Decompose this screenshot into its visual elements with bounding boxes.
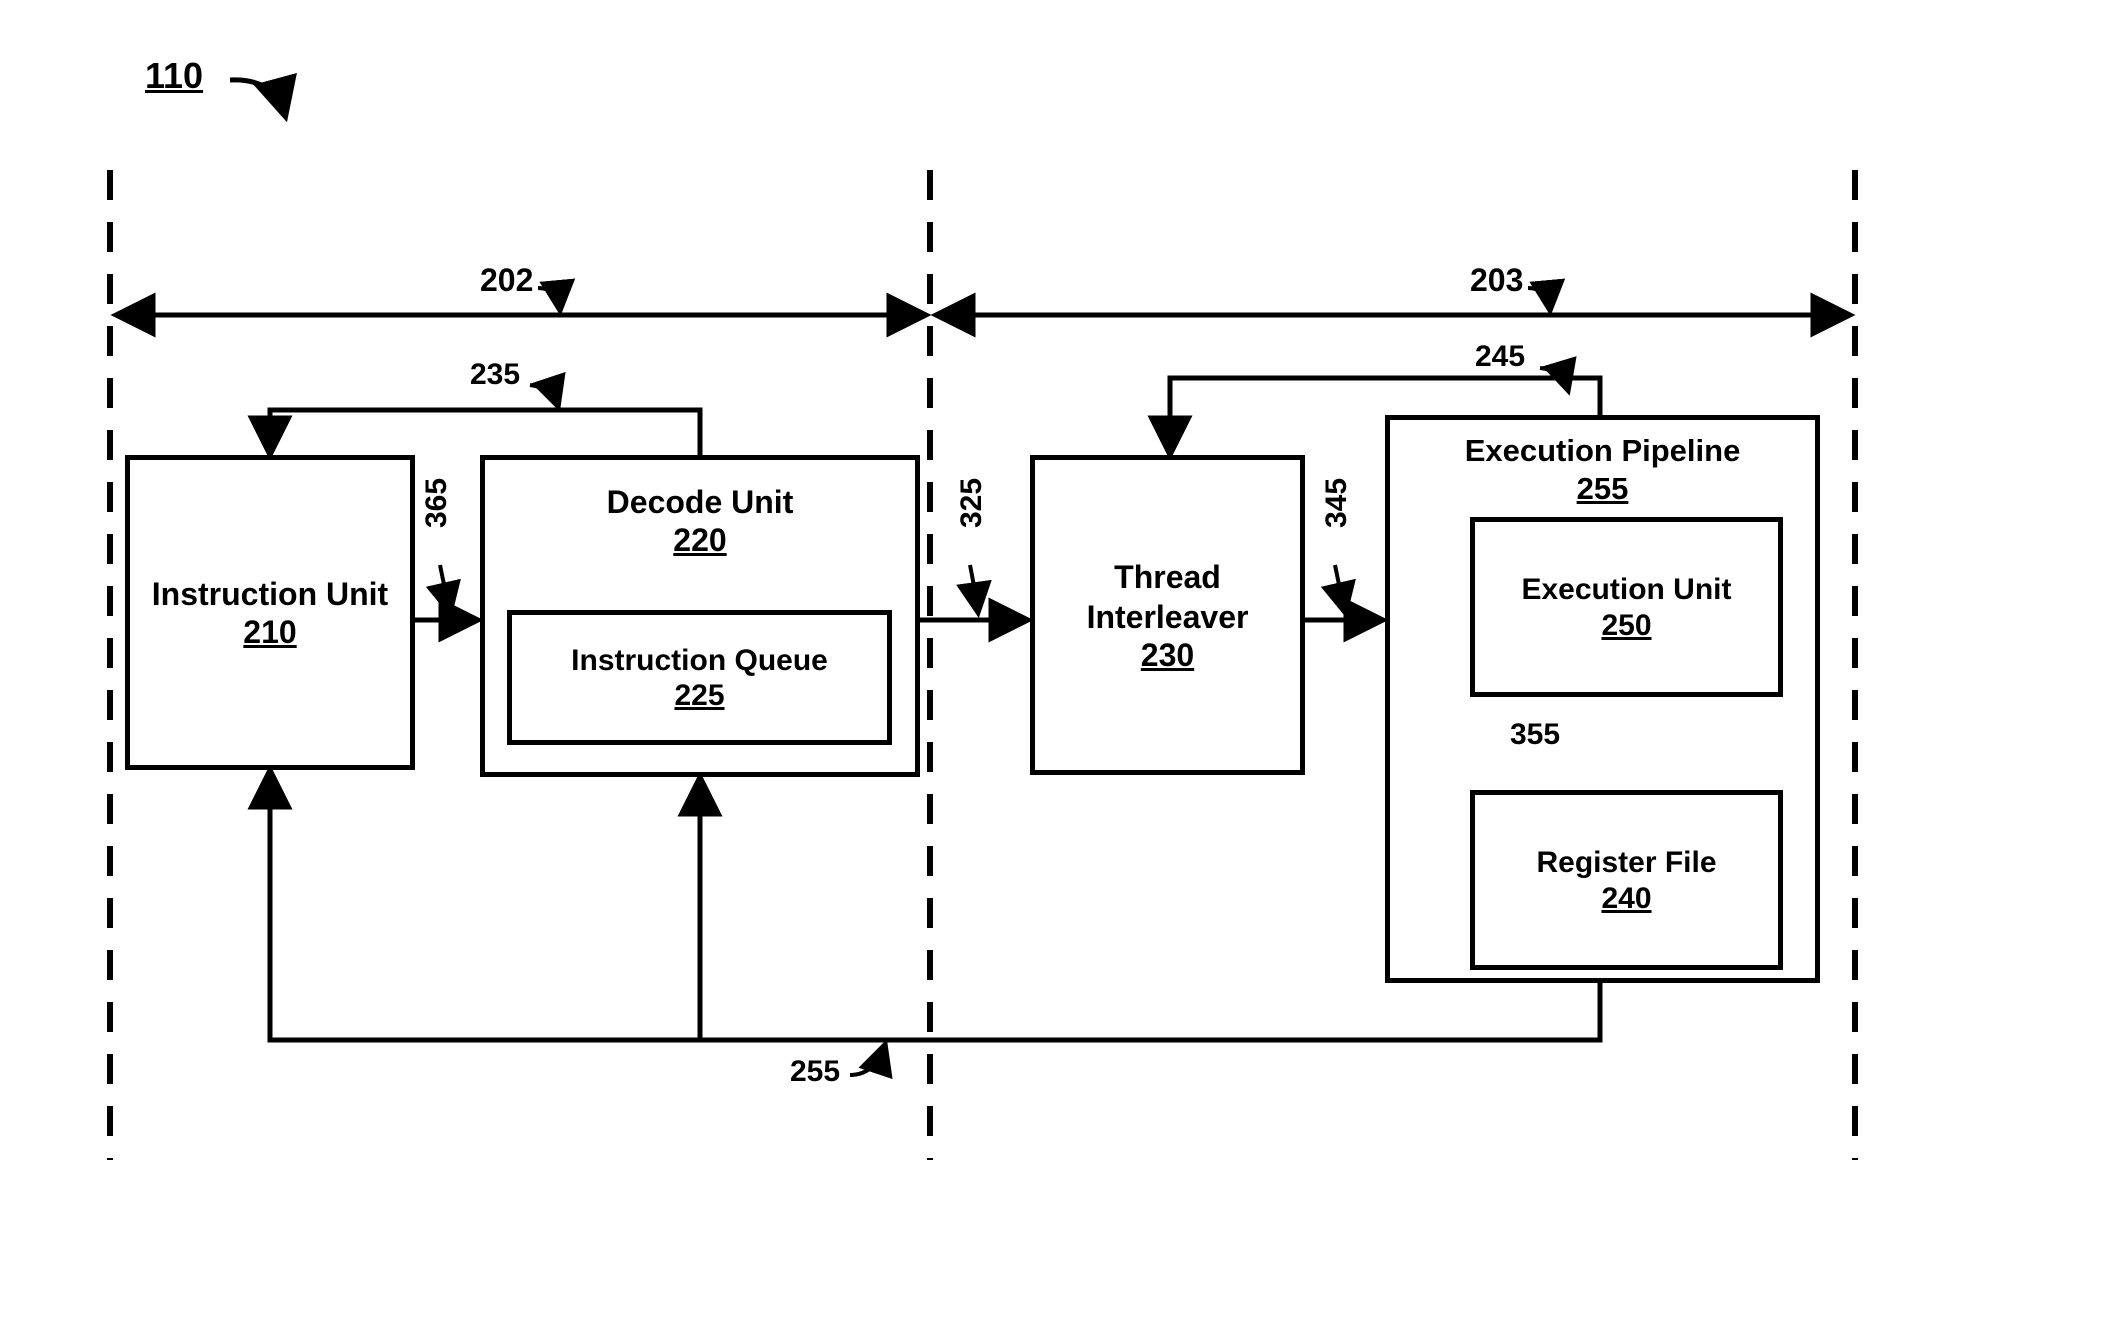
block-instruction-unit: Instruction Unit 210	[125, 455, 415, 770]
span-label-203: 203	[1470, 262, 1523, 299]
label-365: 365	[420, 478, 454, 528]
block-ref: 225	[674, 679, 724, 713]
label-345: 345	[1320, 478, 1354, 528]
hook-203	[1528, 288, 1550, 310]
hook-255	[850, 1045, 885, 1075]
feedback-235	[270, 410, 700, 455]
block-instruction-queue: Instruction Queue 225	[507, 610, 892, 745]
block-ref: 240	[1601, 882, 1651, 916]
span-label-202: 202	[480, 262, 533, 299]
hook-325	[970, 565, 978, 612]
block-execution-unit: Execution Unit 250	[1470, 517, 1783, 697]
label-355: 355	[1510, 718, 1560, 752]
figure-ref-110: 110	[145, 55, 203, 97]
block-title: Register File	[1536, 844, 1716, 882]
hook-110	[230, 80, 285, 115]
hook-345	[1335, 565, 1345, 612]
block-ref: 210	[243, 614, 296, 651]
diagram-canvas: 110 202 203 Instruction Unit 210 Decode …	[0, 0, 2117, 1338]
hook-365	[440, 565, 450, 612]
block-title: Thread Interleaver	[1035, 557, 1300, 637]
block-ref: 230	[1141, 637, 1194, 674]
block-ref: 220	[673, 522, 726, 559]
label-325: 325	[955, 478, 989, 528]
block-register-file: Register File 240	[1470, 790, 1783, 970]
block-title: Instruction Queue	[571, 642, 828, 680]
label-235: 235	[470, 358, 520, 392]
label-245: 245	[1475, 340, 1525, 374]
hook-235	[530, 385, 558, 406]
block-thread-interleaver: Thread Interleaver 230	[1030, 455, 1305, 775]
block-title: Execution Pipeline	[1465, 432, 1741, 471]
block-title: Decode Unit	[607, 482, 794, 522]
block-title: Execution Unit	[1521, 571, 1731, 609]
hook-202	[538, 288, 560, 310]
block-title: Instruction Unit	[152, 574, 388, 614]
block-ref: 255	[1577, 471, 1629, 507]
block-ref: 250	[1601, 609, 1651, 643]
label-255-bottom: 255	[790, 1055, 840, 1089]
